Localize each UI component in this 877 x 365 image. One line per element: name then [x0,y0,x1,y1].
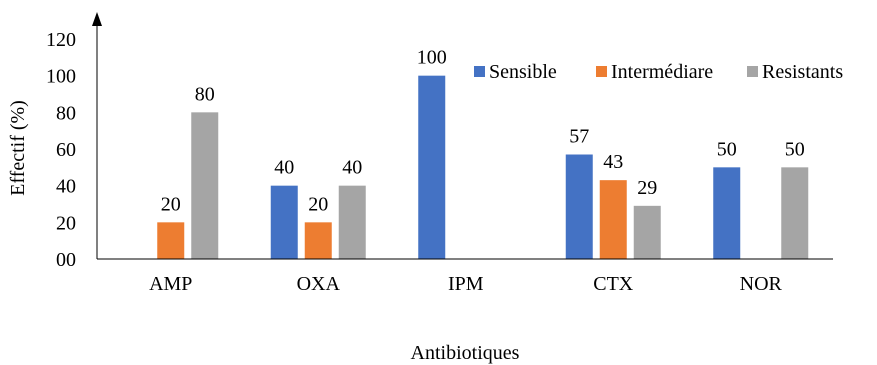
legend-swatch [747,66,758,77]
y-tick-label: 100 [46,66,76,88]
y-tick-label: 60 [56,139,76,161]
bar [599,180,627,259]
y-axis-arrow [92,12,102,26]
data-label: 20 [308,193,328,215]
data-label: 57 [569,126,589,148]
bar [157,222,185,259]
bar [418,75,446,260]
bar [781,167,809,259]
legend-label: Sensible [489,61,557,83]
y-tick-label: 120 [46,29,76,51]
x-tick-label: CTX [593,273,634,295]
y-tick-label: 20 [56,212,76,234]
legend-swatch [596,66,607,77]
data-label: 50 [717,138,737,160]
data-label: 40 [274,157,294,179]
legend-swatch [474,66,485,77]
bar [191,112,219,259]
y-axis-title: Effectif (%) [7,100,29,196]
bar [270,185,298,259]
data-label: 43 [603,151,623,173]
data-label: 50 [785,138,805,160]
y-tick-label: 00 [56,249,76,271]
legend-label: Intermédiare [611,61,713,83]
x-axis-title: Antibiotiques [411,342,520,364]
x-axis-ticks: AMP OXA IPM CTX NOR [149,273,782,295]
data-label: 40 [342,157,362,179]
bar [713,167,741,259]
x-tick-label: AMP [149,273,192,295]
y-tick-label: 80 [56,102,76,124]
data-label: 29 [637,177,657,199]
bars [157,75,809,260]
x-tick-label: OXA [297,273,341,295]
x-tick-label: NOR [740,273,783,295]
data-label: 80 [195,83,215,105]
data-label: 100 [417,47,447,69]
data-label: 20 [161,193,181,215]
legend-label: Resistants [762,61,843,83]
x-tick-label: IPM [448,273,484,295]
legend: Sensible Intermédiare Resistants [474,61,843,83]
y-tick-label: 40 [56,176,76,198]
bar [304,222,332,259]
bar [338,185,366,259]
y-axis-ticks: 00 20 40 60 80 100 120 [46,29,76,271]
bar [633,205,661,259]
bar [565,154,593,259]
bar-data-labels: 20 80 40 20 40 100 57 43 29 50 50 [161,47,805,216]
